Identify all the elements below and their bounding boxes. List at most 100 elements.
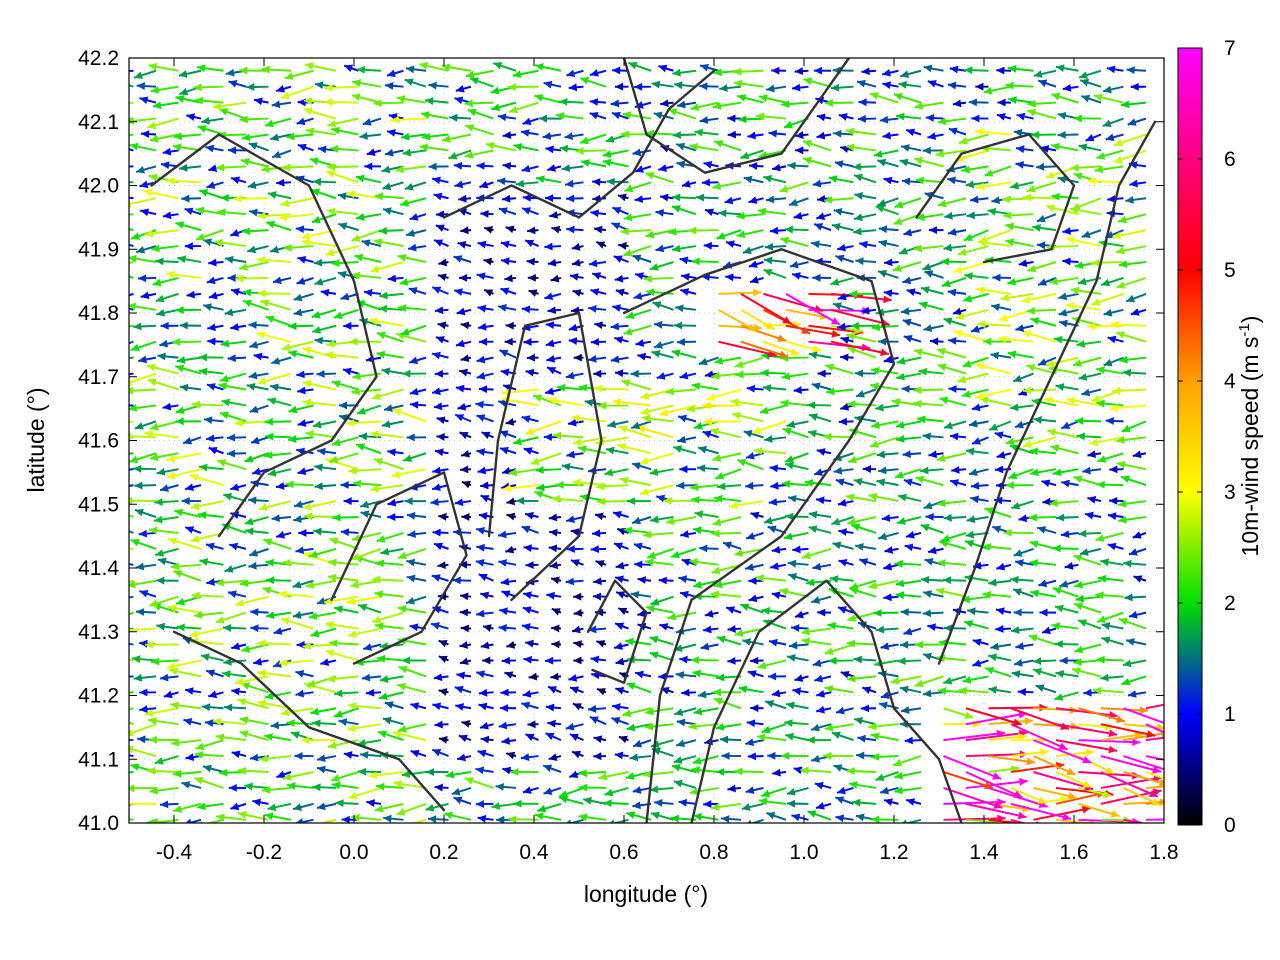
wind-arrow: [425, 802, 449, 812]
wind-arrow: [1033, 786, 1077, 800]
wind-arrow: [198, 353, 224, 362]
wind-arrow: [896, 516, 922, 525]
wind-arrow: [615, 591, 629, 599]
wind-arrow: [162, 211, 179, 220]
wind-arrow: [351, 813, 382, 822]
wind-arrow: [965, 530, 989, 539]
wind-arrow: [361, 239, 382, 248]
wind-arrow: [791, 272, 809, 280]
wind-arrow: [215, 578, 247, 587]
wind-arrow: [1100, 755, 1162, 774]
wind-arrow: [1003, 211, 1034, 220]
wind-arrow: [1116, 276, 1147, 289]
wind-arrow: [710, 590, 742, 599]
wind-arrow: [1010, 802, 1072, 821]
wind-arrow: [851, 523, 877, 534]
wind-arrow: [400, 324, 427, 336]
wind-arrow: [264, 417, 292, 426]
wind-arrow: [988, 755, 1036, 766]
wind-arrow: [150, 657, 179, 666]
wind-arrow: [374, 192, 404, 201]
wind-arrow: [903, 334, 922, 343]
wind-arrow: [546, 366, 562, 375]
wind-arrow: [905, 128, 922, 137]
wind-arrow: [672, 193, 697, 202]
wind-arrow: [901, 177, 922, 186]
wind-arrow: [483, 288, 494, 297]
wind-arrow: [460, 321, 472, 330]
wind-arrow: [475, 400, 494, 409]
wind-arrow: [772, 768, 787, 777]
wind-arrow: [207, 337, 224, 346]
wind-arrow: [1129, 179, 1147, 188]
wind-arrow: [1123, 787, 1161, 807]
wind-arrow: [464, 149, 494, 159]
wind-arrow: [505, 321, 517, 330]
wind-arrow: [1109, 404, 1147, 412]
wind-arrow: [569, 273, 584, 281]
wind-arrow: [920, 466, 944, 475]
wind-arrow: [922, 146, 944, 155]
wind-arrow: [263, 451, 292, 460]
wind-arrow: [144, 707, 179, 717]
wind-arrow: [270, 721, 292, 730]
wind-arrow: [1033, 805, 1091, 821]
wind-arrow: [848, 780, 877, 789]
wind-arrow: [947, 81, 967, 90]
wind-arrow: [504, 337, 517, 346]
wind-arrow: [409, 387, 427, 396]
wind-arrow: [248, 208, 269, 217]
wind-arrow: [696, 464, 719, 473]
wind-arrow: [129, 595, 134, 599]
wind-arrow: [208, 690, 224, 699]
wind-arrow: [831, 731, 854, 742]
contour-line: [330, 471, 468, 665]
wind-arrow: [860, 306, 877, 315]
wind-arrow: [402, 148, 427, 157]
wind-arrow: [1039, 608, 1057, 617]
wind-arrow: [1128, 547, 1147, 556]
wind-arrow: [1060, 530, 1079, 539]
wind-arrow: [693, 707, 719, 716]
wind-arrow: [547, 685, 562, 694]
wind-arrow: [794, 67, 809, 76]
wind-arrow: [614, 336, 629, 344]
wind-arrow: [613, 255, 629, 263]
wind-arrow: [996, 451, 1012, 459]
wind-arrow: [650, 515, 674, 524]
wind-arrow: [838, 528, 854, 536]
wind-arrow: [397, 253, 427, 263]
wind-arrow: [174, 508, 202, 518]
wind-arrow: [233, 194, 269, 203]
wind-arrow: [249, 404, 269, 413]
wind-arrow: [343, 321, 359, 330]
wind-arrow: [883, 289, 899, 298]
wind-arrow: [612, 510, 629, 519]
wind-arrow: [200, 653, 224, 662]
wind-arrow: [781, 751, 809, 760]
wind-arrow: [326, 674, 359, 683]
wind-arrow: [1032, 223, 1057, 232]
wind-arrow: [460, 449, 472, 458]
wind-arrow: [465, 69, 494, 79]
wind-arrow: [1055, 513, 1079, 522]
wind-arrow: [129, 292, 134, 297]
wind-arrow: [1054, 640, 1079, 649]
wind-arrow: [496, 177, 517, 186]
wind-arrow: [1118, 260, 1147, 269]
wind-arrow: [763, 516, 787, 525]
wind-arrow: [748, 594, 764, 603]
wind-arrow: [460, 354, 472, 362]
wind-arrow: [172, 143, 202, 152]
wind-arrow: [878, 466, 899, 475]
wind-arrow: [1091, 258, 1124, 267]
wind-arrow: [221, 670, 247, 679]
wind-arrow: [968, 419, 989, 428]
wind-arrow: [1055, 383, 1079, 391]
wind-arrow: [970, 481, 989, 490]
wind-arrow: [162, 147, 179, 156]
wind-arrow: [475, 559, 494, 567]
wind-arrow: [1084, 511, 1102, 520]
wind-arrow: [1038, 579, 1057, 588]
wind-arrow: [748, 576, 764, 585]
